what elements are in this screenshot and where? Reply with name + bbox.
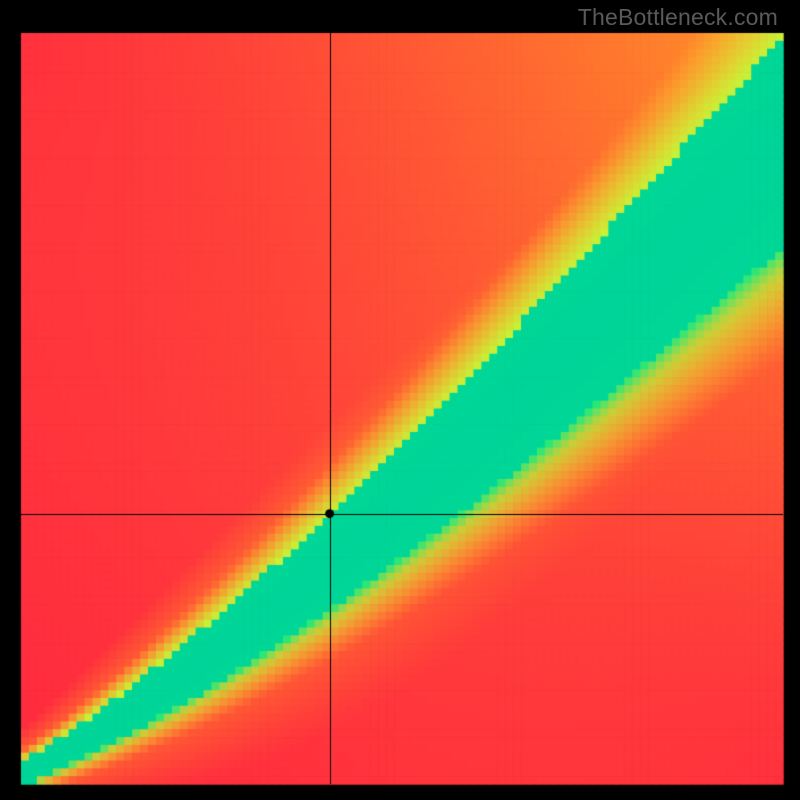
bottleneck-heatmap [0, 0, 800, 800]
watermark-text: TheBottleneck.com [578, 4, 778, 31]
chart-container: TheBottleneck.com [0, 0, 800, 800]
